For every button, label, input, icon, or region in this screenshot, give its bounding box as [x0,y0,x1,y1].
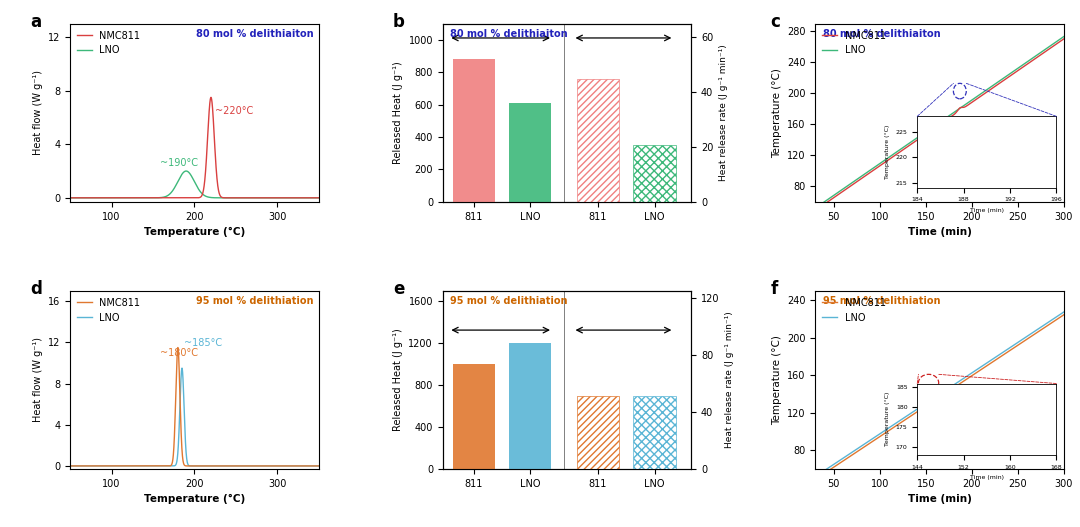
Text: f: f [771,280,778,298]
Bar [453,60,495,202]
Text: 95 mol % delithiation: 95 mol % delithiation [197,296,313,306]
Y-axis label: Released Heat (J g⁻¹): Released Heat (J g⁻¹) [393,62,403,164]
X-axis label: Temperature (°C): Temperature (°C) [144,227,245,237]
Text: c: c [771,13,781,31]
Bar [577,79,619,202]
Bar [453,364,495,469]
Text: 95 mol % delithiation: 95 mol % delithiation [823,296,941,306]
Y-axis label: Released Heat (J g⁻¹): Released Heat (J g⁻¹) [393,329,403,431]
Legend: NMC811, LNO: NMC811, LNO [821,296,888,325]
Text: 80 mol % delithiaiton: 80 mol % delithiaiton [823,29,941,39]
Y-axis label: Heat release rate (J g⁻¹ min⁻¹): Heat release rate (J g⁻¹ min⁻¹) [725,311,734,448]
Y-axis label: Heat flow (W g⁻¹): Heat flow (W g⁻¹) [32,70,42,155]
X-axis label: Time (min): Time (min) [907,494,972,504]
X-axis label: Time (min): Time (min) [907,227,972,237]
Text: 80 mol % delithiaiton: 80 mol % delithiaiton [450,29,568,39]
Text: 95 mol % delithiation: 95 mol % delithiation [450,296,568,306]
Bar [509,103,552,202]
Y-axis label: Heat release rate (J g⁻¹ min⁻¹): Heat release rate (J g⁻¹ min⁻¹) [719,44,728,181]
Bar [577,396,619,469]
Text: ~220°C: ~220°C [215,106,254,116]
Text: e: e [393,280,405,298]
Bar [633,396,676,469]
X-axis label: Temperature (°C): Temperature (°C) [144,494,245,504]
Text: ~185°C: ~185°C [184,337,221,347]
Legend: NMC811, LNO: NMC811, LNO [821,28,888,57]
Text: 80 mol % delithiaiton: 80 mol % delithiaiton [195,29,313,39]
Text: ~190°C: ~190°C [160,158,198,168]
Y-axis label: Heat flow (W g⁻¹): Heat flow (W g⁻¹) [32,337,42,423]
Text: d: d [30,280,42,298]
Bar [509,343,552,469]
Legend: NMC811, LNO: NMC811, LNO [76,28,143,57]
Text: b: b [393,13,405,31]
Text: ~180°C: ~180°C [160,348,198,358]
Legend: NMC811, LNO: NMC811, LNO [76,296,143,325]
Text: a: a [30,13,42,31]
Bar [633,145,676,202]
Y-axis label: Temperature (°C): Temperature (°C) [771,335,782,425]
Y-axis label: Temperature (°C): Temperature (°C) [771,68,782,158]
